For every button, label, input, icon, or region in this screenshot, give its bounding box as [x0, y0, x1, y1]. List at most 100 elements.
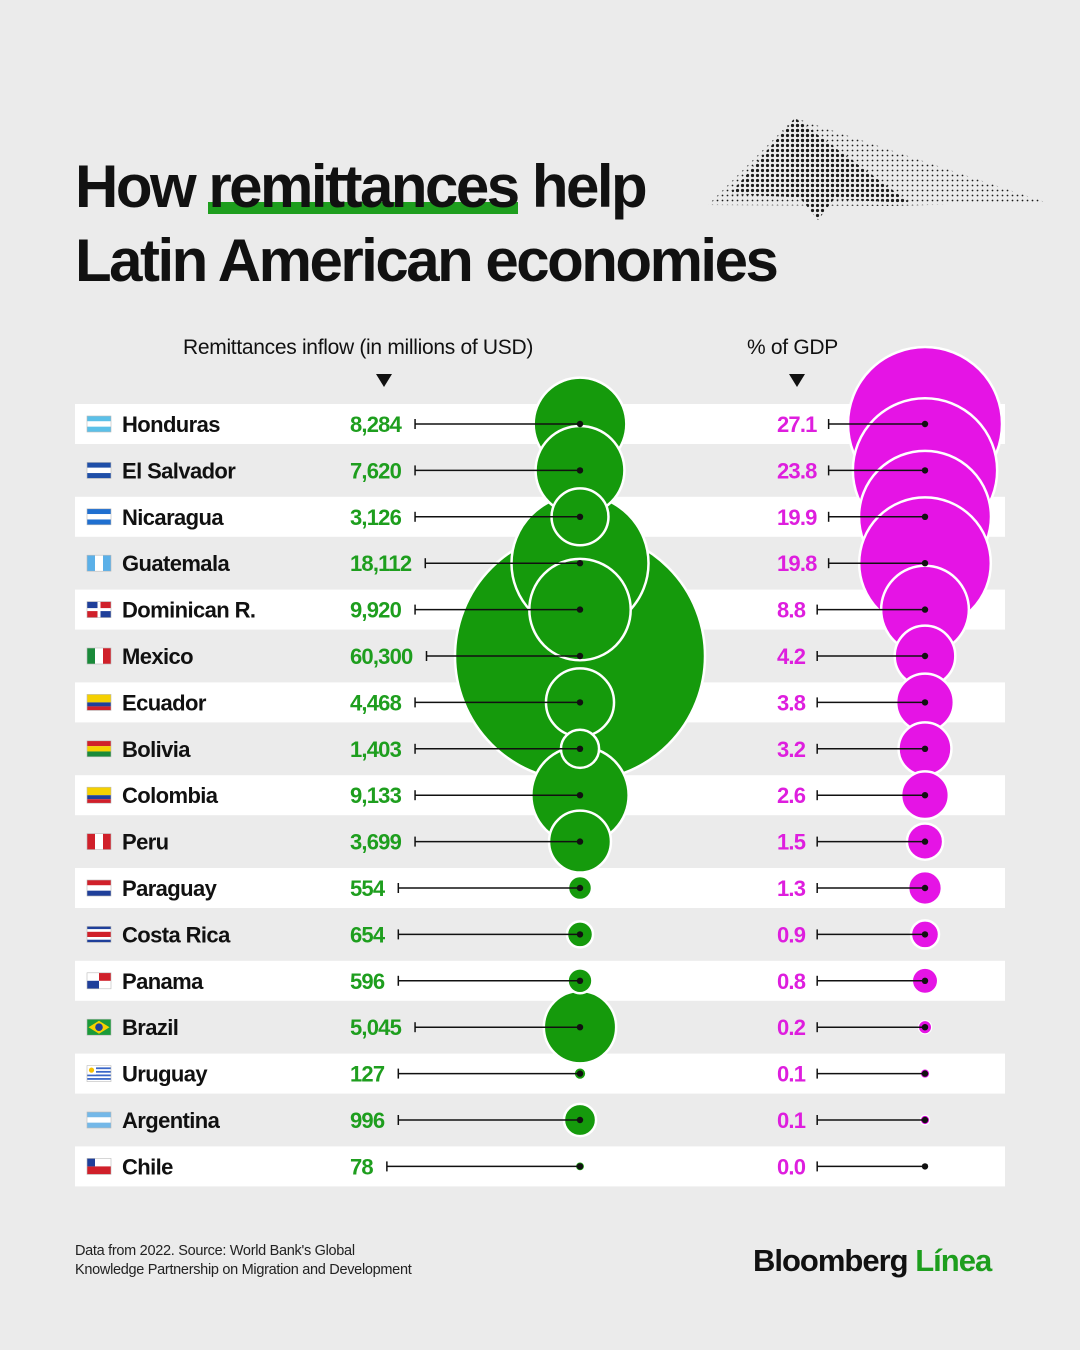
title-line-1: How remittances help: [75, 150, 776, 224]
inflow-value-label: 654: [350, 922, 386, 947]
gdp-value-label: 19.8: [777, 551, 817, 576]
flag-border: [86, 647, 112, 665]
inflow-header: Remittances inflow (in millions of USD): [183, 336, 534, 359]
nicaragua-flag-icon: [86, 508, 112, 526]
flag-part: [87, 1158, 95, 1167]
flag-part: [87, 931, 111, 937]
flag-part: [87, 1078, 111, 1080]
flag-part: [87, 702, 111, 707]
gdp-center-dot: [921, 560, 929, 567]
flag-part: [87, 740, 111, 747]
gdp-value-label: 1.3: [777, 876, 806, 901]
gdp-center-dot: [921, 1070, 929, 1077]
gdp-center-dot: [921, 652, 929, 660]
flag-part: [87, 833, 95, 850]
flag-part: [87, 421, 111, 427]
inflow-center-dot: [576, 977, 584, 984]
flag-border: [86, 972, 112, 990]
flag-part: [87, 508, 111, 515]
inflow-value-label: 4,468: [350, 690, 402, 715]
inflow-center-dot: [576, 1070, 584, 1077]
flag-part: [87, 1067, 111, 1070]
flag-border: [86, 786, 112, 804]
gdp-value-label: 0.0: [777, 1154, 806, 1179]
gdp-value-label: 3.8: [777, 690, 806, 715]
gdp-arrow-icon: [789, 374, 805, 387]
title-line-2: Latin American economies: [75, 227, 779, 294]
inflow-value-label: 3,126: [350, 505, 402, 530]
flag-part: [95, 833, 103, 850]
inflow-value-label: 9,133: [350, 783, 402, 808]
country-name: Panama: [122, 969, 204, 994]
brazil-flag-icon: [86, 1018, 112, 1036]
inflow-center-dot: [576, 652, 584, 660]
gdp-center-dot: [921, 838, 929, 845]
flag-part: [87, 795, 111, 800]
inflow-value-label: 7,620: [350, 458, 402, 483]
country-name: Argentina: [122, 1108, 221, 1133]
flag-border: [86, 926, 112, 943]
gdp-value-label: 0.9: [777, 922, 806, 947]
inflow-center-dot: [576, 420, 584, 428]
inflow-value-label: 127: [350, 1062, 385, 1087]
flag-border: [86, 601, 112, 618]
title-highlight: remittances: [208, 150, 520, 224]
flag-part: [103, 833, 111, 850]
inflow-value-label: 78: [350, 1154, 373, 1179]
flag-border: [86, 508, 112, 526]
inflow-arrow-icon: [376, 374, 392, 387]
flag-part: [87, 1122, 111, 1128]
country-name: Peru: [122, 830, 169, 855]
inflow-bubbles: [453, 376, 707, 1172]
flag-part: [87, 746, 111, 752]
dominican-republic-flag-icon: [86, 601, 112, 618]
inflow-value-label: 1,403: [350, 737, 402, 762]
flag-part: [87, 473, 111, 479]
inflow-center-dot: [576, 560, 584, 567]
flag-border: [86, 694, 112, 711]
brand-logo: Bloomberg Línea: [753, 1243, 992, 1279]
row-labels: Honduras 8,284 27.1 El Salvador 7,620 23.8 Nic…: [86, 412, 818, 1179]
gdp-center-dot: [921, 1116, 929, 1124]
gdp-center-dot: [921, 606, 929, 613]
country-name: Uruguay: [122, 1062, 208, 1087]
country-name: Chile: [122, 1154, 173, 1179]
flag-border: [86, 1018, 112, 1036]
flag-border: [86, 462, 112, 479]
gdp-value-label: 27.1: [777, 412, 817, 437]
flag-border: [86, 554, 112, 572]
country-name: Costa Rica: [122, 922, 231, 947]
gdp-value-label: 0.2: [777, 1015, 806, 1040]
flag-part: [87, 1117, 111, 1123]
ecuador-flag-icon: [86, 694, 112, 711]
gdp-center-dot: [921, 977, 929, 984]
inflow-center-dot: [576, 931, 584, 938]
inflow-value-label: 554: [350, 876, 386, 901]
inflow-value-label: 5,045: [350, 1015, 402, 1040]
connector-lines: [386, 419, 929, 1172]
gdp-center-dot: [921, 792, 929, 799]
inflow-center-dot: [576, 513, 584, 520]
inflow-value-label: 9,920: [350, 598, 402, 623]
inflow-value-label: 596: [350, 969, 385, 994]
flag-part: [87, 1070, 111, 1073]
flag-part: [87, 462, 111, 468]
flag-part: [87, 706, 111, 711]
flag-part: [87, 519, 111, 525]
flag-border: [86, 879, 112, 897]
mexico-flag-icon: [86, 647, 112, 665]
gdp-value-label: 2.6: [777, 783, 806, 808]
footnote-line-1: Data from 2022. Source: World Bank's Glo…: [75, 1243, 355, 1259]
gdp-value-label: 0.8: [777, 969, 806, 994]
inflow-center-dot: [576, 606, 584, 613]
inflow-center-dot: [576, 1116, 584, 1124]
flag-part: [87, 980, 99, 989]
flag-part: [87, 1112, 111, 1118]
flag-part: [87, 467, 111, 474]
flag-part: [87, 799, 111, 804]
argentina-flag-icon: [86, 1111, 112, 1129]
flag-border: [86, 1111, 112, 1129]
paraguay-flag-icon: [86, 879, 112, 897]
guatemala-flag-icon: [86, 554, 112, 572]
